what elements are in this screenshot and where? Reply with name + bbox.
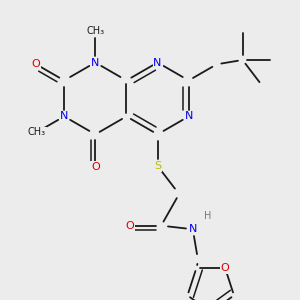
Text: N: N [153,58,162,68]
Text: O: O [91,162,100,172]
Text: CH₃: CH₃ [86,26,104,36]
Text: N: N [60,111,68,122]
Text: N: N [91,58,100,68]
Text: O: O [32,59,40,69]
Text: O: O [221,263,230,273]
Text: H: H [204,211,211,220]
Text: O: O [125,221,134,231]
Text: S: S [154,161,161,171]
Text: CH₃: CH₃ [28,127,46,137]
Text: N: N [184,111,193,122]
Text: N: N [189,224,197,234]
